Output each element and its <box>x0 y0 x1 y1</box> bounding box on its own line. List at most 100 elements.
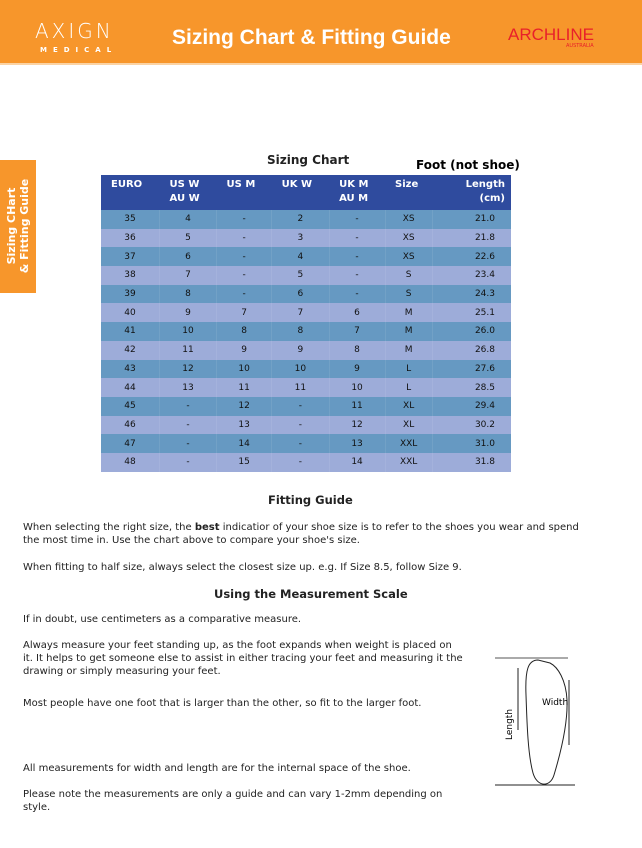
archline-logo-sub: AUSTRALIA <box>566 43 594 49</box>
table-cell: 9 <box>328 359 385 379</box>
table-cell: 13 <box>159 378 217 397</box>
table-row: 42 11 9 9 8 M 26.8 <box>101 340 511 360</box>
table-cell: L <box>384 359 433 379</box>
table-cell: 8 <box>271 322 330 341</box>
table-cell: 7 <box>328 322 385 341</box>
measure-p2: Always measure your feet standing up, as… <box>23 640 463 677</box>
table-cell: - <box>159 396 217 416</box>
table-cell: 38 <box>101 266 160 285</box>
table-cell: 4 <box>159 210 217 229</box>
table-cell: 10 <box>271 359 330 379</box>
table-cell: - <box>159 452 217 472</box>
table-cell: - <box>216 210 272 229</box>
measure-title: Using the Measurement Scale <box>214 587 408 601</box>
table-cell: - <box>271 396 330 416</box>
table-cell: 48 <box>101 452 160 472</box>
table-cell: 14 <box>328 452 385 472</box>
page-title: Sizing Chart & Fitting Guide <box>172 26 451 49</box>
table-cell: 21.0 <box>431 210 511 229</box>
table-cell: M <box>384 303 433 323</box>
table-cell: 7 <box>216 303 272 323</box>
table-cell: - <box>328 284 385 304</box>
table-cell: 13 <box>216 415 272 435</box>
table-cell: - <box>216 266 272 285</box>
table-cell: - <box>216 228 272 248</box>
table-row: 45-12-11 XL 29.4 <box>101 396 511 416</box>
table-cell: 4 <box>271 247 330 267</box>
table-row: 35 4-2- XS 21.0 <box>101 210 511 229</box>
table-row: 36 5-3- XS 21.8 <box>101 228 511 248</box>
archline-logo: ARCHLINE <box>508 25 594 44</box>
table-cell: 11 <box>328 396 385 416</box>
chart-note: Foot (not shoe) <box>416 158 520 172</box>
table-cell: 6 <box>159 247 217 267</box>
table-cell: 27.6 <box>431 359 511 379</box>
foot-diagram: Width Length <box>495 657 575 786</box>
table-row: 38 7-5- S 23.4 <box>101 266 511 285</box>
table-cell: 31.0 <box>431 434 511 453</box>
column-header: UK W <box>271 175 330 210</box>
sizing-table: EURO US W AU W US M UK W UK M AU M Size Length (c… <box>101 175 511 472</box>
table-cell: L <box>384 378 433 397</box>
table-cell: 12 <box>216 396 272 416</box>
table-cell: 11 <box>159 340 217 360</box>
table-cell: 39 <box>101 284 160 304</box>
table-cell: 28.5 <box>431 378 511 397</box>
column-header: Length (cm) <box>432 175 511 210</box>
table-cell: XS <box>384 210 433 229</box>
column-header: US M <box>216 175 272 210</box>
table-cell: 6 <box>271 284 330 304</box>
table-cell: 6 <box>328 303 385 323</box>
table-row: 37 6-4- XS 22.6 <box>101 247 511 267</box>
table-cell: - <box>216 284 272 304</box>
table-cell: 8 <box>328 340 385 360</box>
table-cell: - <box>159 434 217 453</box>
table-cell: - <box>271 452 330 472</box>
table-cell: 5 <box>159 228 217 248</box>
table-cell: 2 <box>271 210 330 229</box>
column-header: UK M AU M <box>329 175 385 210</box>
table-cell: 5 <box>271 266 330 285</box>
table-cell: XS <box>384 247 433 267</box>
table-cell: 8 <box>159 284 217 304</box>
table-cell: 21.8 <box>431 228 511 248</box>
table-cell: 3 <box>271 228 330 248</box>
table-cell: S <box>384 284 433 304</box>
table-cell: S <box>384 266 433 285</box>
column-header: Size <box>385 175 433 210</box>
table-cell: XXL <box>384 434 433 453</box>
table-cell: 40 <box>101 303 160 323</box>
table-row: 40 9 7 7 6 M 25.1 <box>101 303 511 323</box>
table-cell: 22.6 <box>431 247 511 267</box>
table-cell: XL <box>384 415 433 435</box>
table-cell: 46 <box>101 415 160 435</box>
column-header: EURO <box>101 175 160 210</box>
axign-logo-sub: MEDICAL <box>40 46 118 54</box>
column-header: US W AU W <box>159 175 217 210</box>
table-cell: - <box>328 228 385 248</box>
table-cell: 12 <box>159 359 217 379</box>
table-cell: - <box>216 247 272 267</box>
table-cell: 24.3 <box>431 284 511 304</box>
table-cell: 35 <box>101 210 160 229</box>
table-row: 48-15-14 XXL 31.8 <box>101 452 511 472</box>
table-cell: 26.8 <box>431 340 511 360</box>
table-cell: 11 <box>216 378 272 397</box>
fitting-p1: When selecting the right size, the best … <box>23 522 579 546</box>
table-cell: 23.4 <box>431 266 511 285</box>
side-tab-line2: & Fitting Guide <box>18 178 31 274</box>
table-cell: 13 <box>328 434 385 453</box>
table-cell: XL <box>384 396 433 416</box>
table-row: 43 12 10 10 9 L 27.6 <box>101 359 511 379</box>
side-tab: Sizing CHart & Fitting Guide <box>0 160 36 293</box>
table-cell: M <box>384 340 433 360</box>
side-tab-line1: Sizing CHart <box>5 187 18 265</box>
table-cell: XXL <box>384 452 433 472</box>
table-cell: 45 <box>101 396 160 416</box>
table-cell: - <box>159 415 217 435</box>
table-cell: 42 <box>101 340 160 360</box>
table-row: 44 13 11 11 10 L 28.5 <box>101 378 511 397</box>
table-cell: XS <box>384 228 433 248</box>
table-cell: 9 <box>271 340 330 360</box>
table-cell: 7 <box>271 303 330 323</box>
